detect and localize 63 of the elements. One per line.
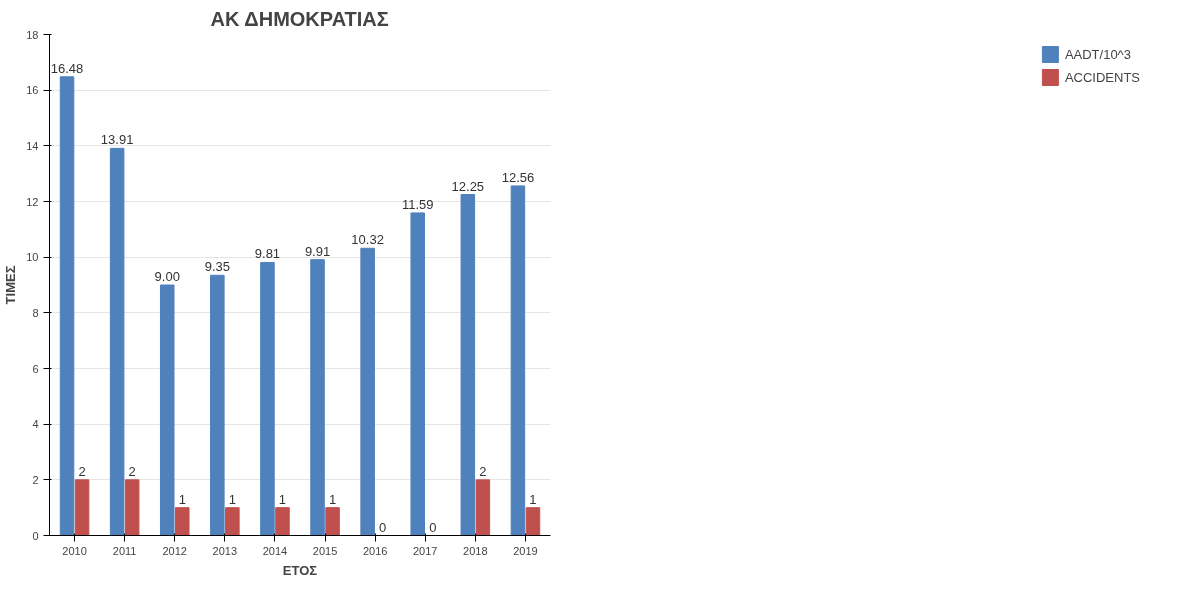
data-label: 2 xyxy=(479,463,487,479)
bar xyxy=(325,507,340,536)
data-label: 1 xyxy=(529,491,537,507)
x-tick-label: 2011 xyxy=(112,544,137,557)
bar xyxy=(410,212,425,536)
data-label: 12.25 xyxy=(451,178,485,194)
bar xyxy=(310,259,325,536)
y-tick-label: 8 xyxy=(32,306,39,319)
bar xyxy=(59,76,75,536)
bar xyxy=(159,284,175,536)
bar xyxy=(175,507,190,536)
y-tick-label: 2 xyxy=(32,473,39,486)
bar xyxy=(475,479,491,536)
chart-title: ΑΚ ΔΗΜΟΚΡΑΤΙΑΣ xyxy=(210,7,389,30)
x-tick-label: 2013 xyxy=(212,544,238,557)
x-tick-label: 2012 xyxy=(162,544,187,557)
x-tick-label: 2015 xyxy=(312,544,338,557)
data-label: 0 xyxy=(379,519,387,535)
x-tick-label: 2010 xyxy=(62,544,87,557)
x-tick-label: 2018 xyxy=(463,544,488,557)
bar xyxy=(74,479,90,536)
data-label: 1 xyxy=(178,491,186,507)
bar xyxy=(260,261,275,536)
bar xyxy=(360,247,375,536)
y-tick-label: 14 xyxy=(26,139,39,152)
data-label: 9.35 xyxy=(204,259,230,275)
y-tick-label: 0 xyxy=(32,529,39,542)
data-label: 13.91 xyxy=(100,132,134,148)
data-label: 1 xyxy=(328,491,337,507)
bar xyxy=(124,479,140,536)
bar xyxy=(225,507,240,536)
y-tick-label: 12 xyxy=(26,195,39,208)
bar xyxy=(510,185,526,536)
y-tick-label: 16 xyxy=(26,84,39,97)
data-label: 2 xyxy=(78,463,86,479)
bar xyxy=(460,194,476,536)
data-label: 0 xyxy=(429,519,437,535)
data-label: 11.59 xyxy=(401,196,434,212)
data-label: 9.81 xyxy=(254,246,281,262)
y-tick-label: 6 xyxy=(32,362,39,375)
x-tick-label: 2016 xyxy=(362,544,388,557)
data-label: 10.32 xyxy=(351,232,384,248)
data-label: 9.00 xyxy=(154,269,180,284)
data-label: 1 xyxy=(228,491,236,507)
x-axis-title: ΕΤΟΣ xyxy=(282,562,318,578)
bar xyxy=(525,507,541,536)
bar xyxy=(210,274,225,536)
legend-label: ACCIDENTS xyxy=(1064,69,1140,85)
x-tick-label: 2017 xyxy=(413,544,438,557)
data-label: 16.48 xyxy=(50,60,84,76)
data-label: 2 xyxy=(128,463,136,479)
legend-label: AADT/10^3 xyxy=(1064,46,1131,62)
data-label: 9.91 xyxy=(304,243,331,259)
data-label: 12.56 xyxy=(501,169,535,185)
y-tick-label: 18 xyxy=(26,28,39,41)
y-tick-label: 4 xyxy=(32,418,39,431)
y-axis-title: ΤΙΜΕΣ xyxy=(3,265,19,305)
bar xyxy=(109,147,125,536)
bar xyxy=(275,507,290,536)
data-label: 1 xyxy=(278,491,287,507)
x-tick-label: 2014 xyxy=(262,544,288,557)
x-tick-label: 2019 xyxy=(513,544,538,557)
y-tick-label: 10 xyxy=(26,251,39,264)
